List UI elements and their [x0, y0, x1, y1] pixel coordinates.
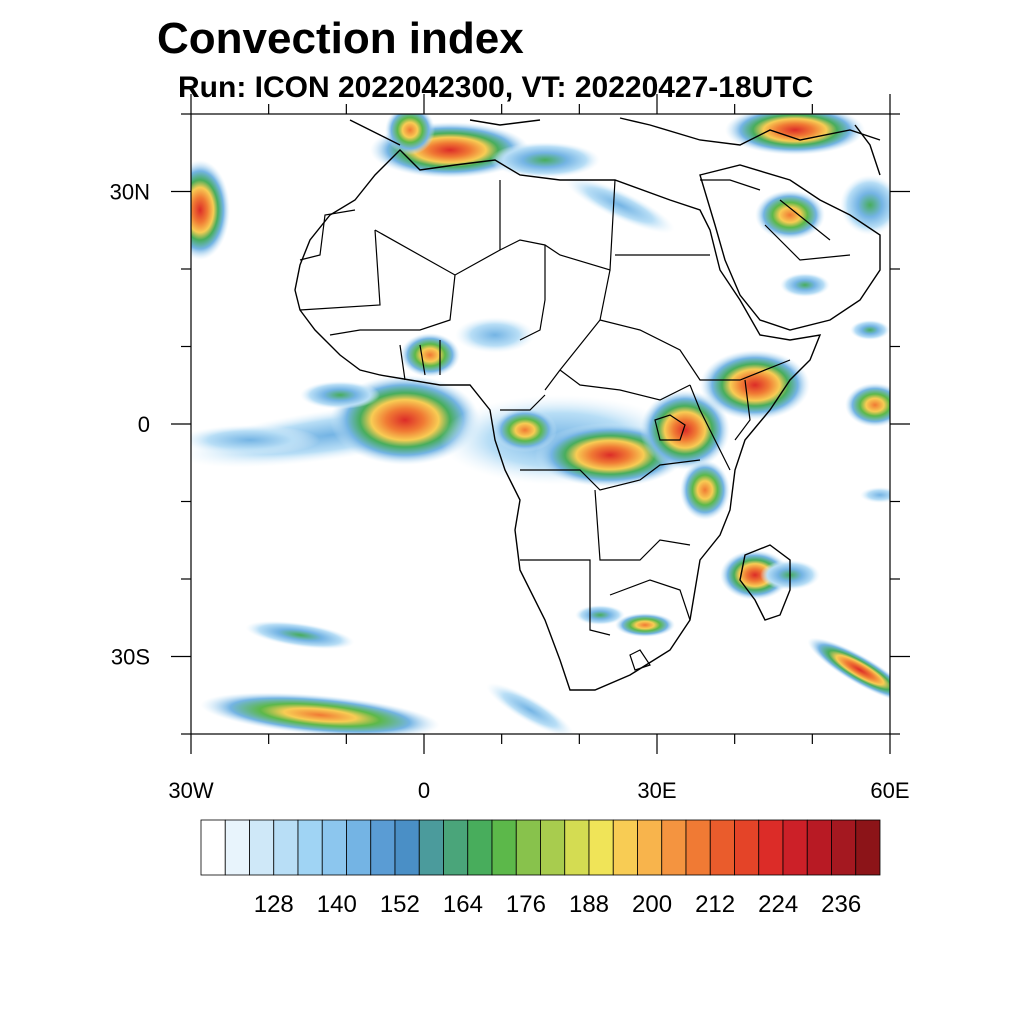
x-tick-label: 30W: [168, 778, 213, 803]
colorbar-label: 224: [758, 891, 798, 918]
colorbar-swatch: [515, 819, 541, 876]
country-borders: [299, 179, 851, 671]
colorbar-label: 164: [443, 891, 483, 918]
x-tick-label: 0: [418, 778, 430, 803]
axis-ticks: [171, 94, 910, 754]
colorbar-swatch: [297, 819, 323, 876]
colorbar-swatch: [709, 819, 735, 876]
colorbar-swatch: [540, 819, 566, 876]
colorbar-swatch: [831, 819, 857, 876]
colorbar-swatch: [200, 819, 226, 876]
caspian-coast: [854, 124, 881, 176]
colorbar-swatch: [249, 819, 275, 876]
colorbar-swatch: [782, 819, 808, 876]
colorbar-swatch: [491, 819, 517, 876]
arabia-coastline: [699, 164, 881, 331]
convection-field: [191, 114, 890, 734]
colorbar-swatch: [346, 819, 372, 876]
colorbar-swatch: [734, 819, 760, 876]
colorbar-swatch: [321, 819, 347, 876]
colorbar-swatch: [806, 819, 832, 876]
colorbar-label: 176: [506, 891, 546, 918]
coastlines: [294, 117, 881, 691]
chart-subtitle: Run: ICON 2022042300, VT: 20220427-18UTC: [178, 71, 814, 104]
colorbar-label: 212: [695, 891, 735, 918]
colorbar-label: 140: [317, 891, 357, 918]
x-tick-label: 30E: [637, 778, 676, 803]
y-tick-label: 30N: [110, 180, 150, 205]
colorbar-swatch: [612, 819, 638, 876]
chart-title: Convection index: [157, 14, 524, 63]
colorbar-swatch: [661, 819, 687, 876]
colorbar-swatch: [418, 819, 444, 876]
colorbar-label: 236: [821, 891, 861, 918]
y-tick-label: 30S: [111, 645, 150, 670]
colorbar-swatch: [637, 819, 663, 876]
colorbar-swatch: [370, 819, 396, 876]
madagascar-coastline: [739, 544, 791, 621]
colorbar-swatch: [564, 819, 590, 876]
africa-coastline: [294, 149, 822, 691]
colorbar-label: 200: [632, 891, 672, 918]
colorbar-swatch: [685, 819, 711, 876]
colorbar-swatch: [273, 819, 299, 876]
colorbar-label: 128: [254, 891, 294, 918]
europe-coast: [349, 117, 881, 146]
x-tick-label: 60E: [870, 778, 909, 803]
colorbar-label: 152: [380, 891, 420, 918]
axis-tick-labels: 30W 0 30E 60E 30N 0 30S: [110, 180, 910, 804]
colorbar-swatch: [443, 819, 469, 876]
colorbar-swatch: [758, 819, 784, 876]
colorbar-swatch: [588, 819, 614, 876]
colorbar-swatch: [224, 819, 250, 876]
colorbar-swatch: [855, 819, 881, 876]
colorbar-swatch: [467, 819, 493, 876]
colorbar: 128 140 152 164 176 188 200 212 224 236: [200, 819, 881, 918]
colorbar-label: 188: [569, 891, 609, 918]
colorbar-swatch: [394, 819, 420, 876]
y-tick-label: 0: [138, 412, 150, 437]
